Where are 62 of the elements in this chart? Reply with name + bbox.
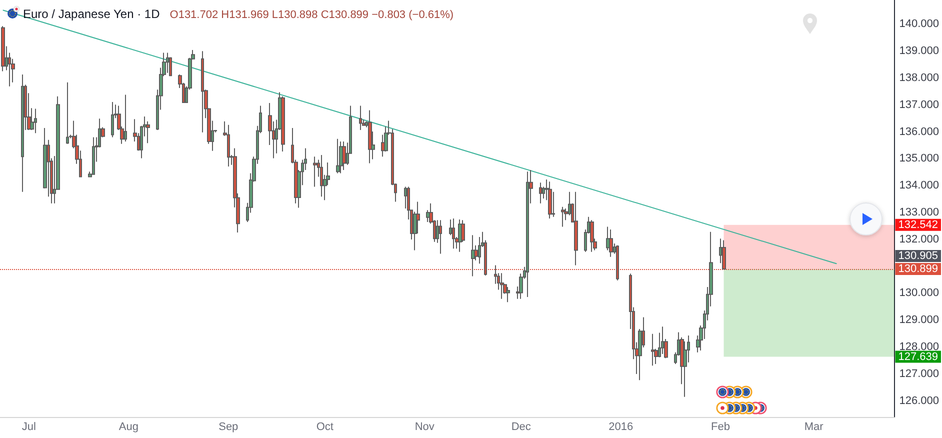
y-tick-label: 140.000 [899,18,940,30]
y-tick-label: 137.000 [899,98,940,111]
candlestick [227,124,230,168]
candlestick [506,286,510,303]
x-tick-label: Sep [218,421,238,433]
x-tick-label: Aug [118,421,138,433]
candlestick [1,26,5,72]
candlestick [111,101,114,138]
y-tick-label: 136.000 [899,126,940,138]
y-tick-label: 132.000 [899,233,940,246]
x-tick-label: Feb [711,421,730,433]
y-tick-label: 139.000 [899,45,940,58]
y-tick-label: 133.000 [899,206,940,219]
candlestick [526,171,529,298]
candlestick [169,56,172,77]
x-tick-label: 2016 [608,421,634,433]
candlestick [609,228,613,258]
candlestick [590,220,594,252]
candlestick [359,105,362,130]
candlestick [561,206,565,228]
candlestick [539,182,542,204]
candlestick [661,326,664,355]
candlestick [21,74,24,192]
candlestick [368,110,372,164]
candlestick [124,94,127,142]
candlestick [281,96,285,152]
ref-line-label: 130.899 [898,263,938,276]
candlestick [66,82,69,144]
y-tick-label: 134.000 [899,180,940,192]
y-tick-label: 128.000 [899,341,940,354]
x-tick-label: Oct [316,421,334,433]
y-tick-label: 127.000 [899,368,940,380]
candlestick [342,141,346,171]
y-tick-label: 135.000 [899,152,940,165]
candlestick [166,52,169,74]
x-tick-label: Jul [22,421,36,433]
candlestick [34,108,37,134]
candlestick [500,272,504,300]
x-tick-label: Dec [511,421,532,433]
candlestick [471,234,475,277]
y-tick-label: 138.000 [899,72,940,84]
y-tick-label: 129.000 [899,314,940,326]
candlestick [439,220,442,254]
text: Euro / Japanese Yen · 1D [23,7,160,21]
candlestick [651,333,655,366]
candlestick [548,181,552,219]
band-label: 127.639 [898,350,938,363]
y-tick-label: 126.000 [899,394,940,407]
candlestick [313,156,317,188]
x-tick-label: Mar [804,421,824,433]
candlestick [320,154,323,198]
candlestick [146,120,150,144]
y-tick-label: 130.000 [899,287,940,300]
candlestick [92,136,95,176]
text: O131.702 H131.969 L130.898 C130.899 −0.803 (−0.61%) [170,9,454,21]
candlestick [201,50,204,133]
candlestick [336,138,340,174]
candlestick [574,191,578,266]
text: 130.905 [898,250,938,262]
band-label: 132.542 [898,218,938,231]
candlestick [452,218,455,250]
x-tick-label: Nov [414,421,435,433]
